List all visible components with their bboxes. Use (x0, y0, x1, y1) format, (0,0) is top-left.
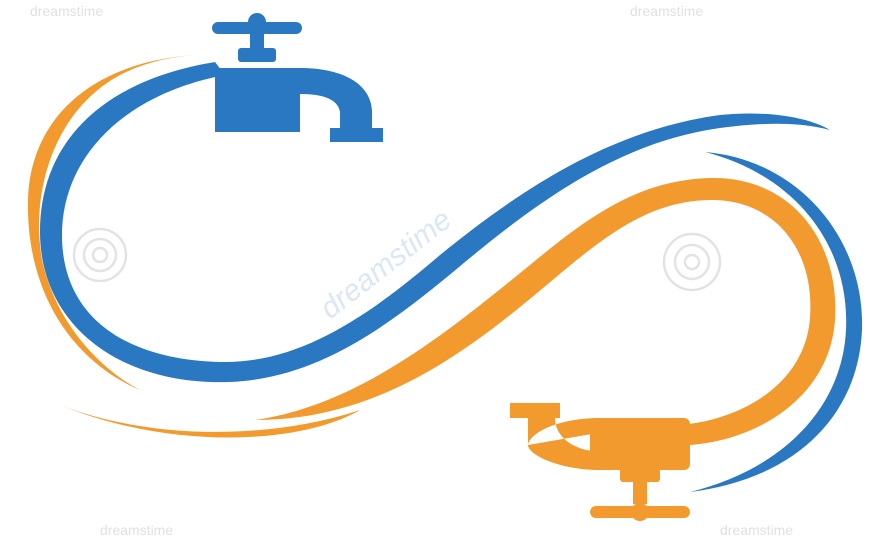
watermark-corner-mark: dreamstime (630, 3, 703, 19)
water-tap-icon (510, 403, 690, 521)
blue-pipe-curve (40, 62, 830, 383)
water-tap-icon (212, 13, 383, 142)
watermark-swirl-icon (72, 227, 128, 283)
watermark-corner-mark: dreamstime (100, 522, 173, 538)
watermark-swirl-icon (662, 232, 722, 292)
watermark-corner-mark: dreamstime (30, 3, 103, 19)
orange-pipe-curve (255, 177, 836, 445)
orange-thin-lower-swoosh (60, 405, 360, 438)
watermark-corner-mark: dreamstime (720, 522, 793, 538)
